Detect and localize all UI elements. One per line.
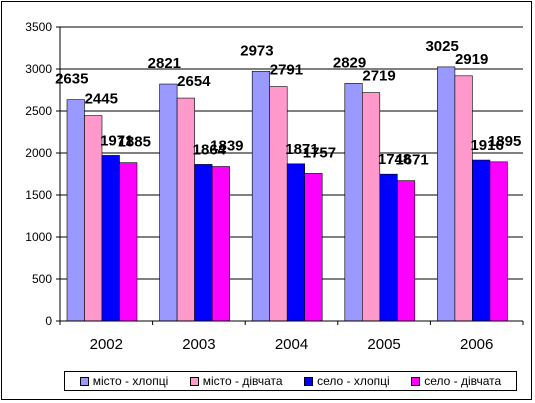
data-label: 1748 bbox=[378, 151, 411, 168]
x-tick-labels: 2002 2003 2004 2005 2006 bbox=[90, 336, 494, 353]
data-label: 2821 bbox=[148, 55, 181, 72]
bar bbox=[286, 163, 306, 322]
legend: місто - хлопці місто - дівчата село - хлоп… bbox=[64, 371, 517, 391]
data-label: 2654 bbox=[177, 73, 211, 90]
bar bbox=[454, 75, 473, 322]
x-tick-label: 2006 bbox=[460, 336, 493, 353]
bar bbox=[489, 161, 508, 322]
bar bbox=[361, 92, 381, 322]
data-label: 1971 bbox=[100, 132, 133, 149]
y-tick-label: 1000 bbox=[25, 230, 52, 244]
data-label: 1916 bbox=[470, 137, 503, 154]
y-tick-labels: 0 500 1000 1500 2000 2500 3000 3500 bbox=[25, 20, 52, 328]
y-tick-label: 2500 bbox=[25, 104, 52, 118]
bar bbox=[472, 159, 491, 322]
bars bbox=[66, 66, 508, 322]
legend-item: місто - дівчата bbox=[189, 374, 283, 388]
data-label: 2791 bbox=[270, 62, 303, 79]
legend-label: місто - дівчата bbox=[202, 374, 283, 388]
data-label: 2445 bbox=[85, 91, 118, 108]
legend-label: село - дівчата bbox=[424, 374, 502, 388]
y-tick-label: 500 bbox=[32, 272, 52, 286]
legend-item: село - хлопці bbox=[304, 374, 390, 388]
data-label: 2719 bbox=[362, 68, 395, 85]
data-label: 1871 bbox=[285, 141, 318, 158]
bar bbox=[159, 83, 178, 322]
bar bbox=[344, 83, 363, 322]
data-label: 2919 bbox=[455, 51, 488, 68]
data-label: 2829 bbox=[333, 54, 366, 71]
bar bbox=[66, 99, 85, 322]
bar bbox=[304, 173, 323, 322]
bar bbox=[269, 86, 288, 322]
data-label: 2635 bbox=[55, 71, 88, 88]
x-tick-label: 2003 bbox=[182, 336, 215, 353]
data-label: 1839 bbox=[210, 138, 243, 155]
bar bbox=[176, 97, 195, 322]
legend-label: місто - хлопці bbox=[92, 374, 169, 388]
data-label: 1671 bbox=[395, 152, 428, 169]
y-tick-label: 3500 bbox=[25, 20, 52, 34]
y-tick-label: 0 bbox=[45, 314, 52, 328]
bar bbox=[379, 173, 398, 322]
x-tick-label: 2004 bbox=[275, 336, 308, 353]
y-tick-label: 3000 bbox=[25, 62, 52, 76]
y-tick-label: 1500 bbox=[25, 188, 52, 202]
legend-swatch bbox=[189, 376, 199, 386]
data-label: 1885 bbox=[118, 134, 151, 151]
bar bbox=[396, 180, 416, 322]
legend-label: село - хлопці bbox=[317, 374, 390, 388]
x-tick-label: 2002 bbox=[90, 336, 123, 353]
data-label: 1864 bbox=[193, 141, 227, 158]
data-label: 2973 bbox=[240, 42, 273, 59]
bar bbox=[101, 155, 120, 322]
legend-swatch bbox=[304, 376, 314, 386]
bar bbox=[211, 166, 230, 322]
bar bbox=[194, 164, 213, 322]
bar bbox=[437, 66, 456, 322]
data-label: 1895 bbox=[488, 133, 521, 150]
legend-item: місто - хлопці bbox=[79, 374, 169, 388]
data-label: 1757 bbox=[303, 144, 336, 161]
y-tick-label: 2000 bbox=[25, 146, 52, 160]
data-label: 3025 bbox=[425, 38, 458, 55]
legend-swatch bbox=[79, 376, 89, 386]
bar bbox=[119, 162, 138, 322]
bar bbox=[251, 70, 270, 322]
x-tick-label: 2005 bbox=[367, 336, 400, 353]
legend-item: село - дівчата bbox=[411, 374, 501, 388]
axes bbox=[59, 27, 524, 325]
legend-swatch bbox=[411, 376, 421, 386]
